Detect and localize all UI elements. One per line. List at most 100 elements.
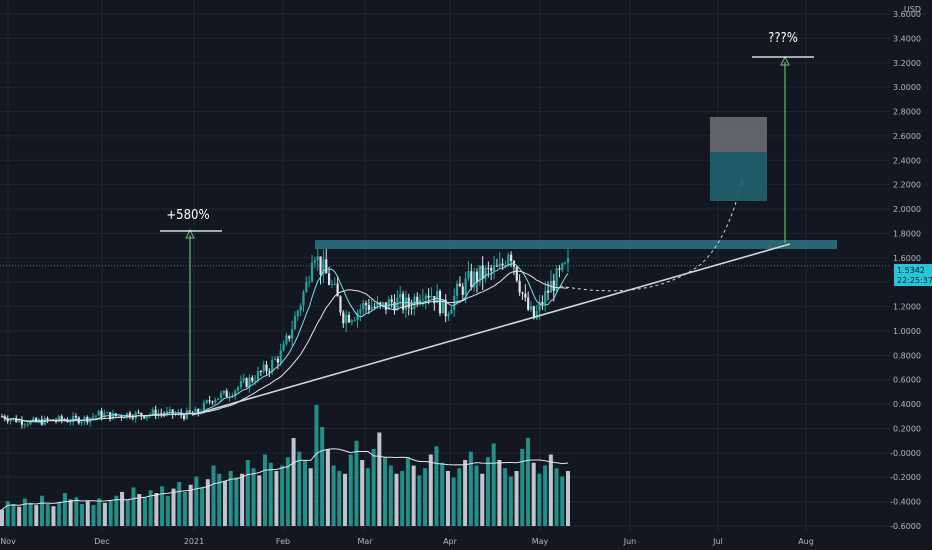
candle-body <box>191 412 194 414</box>
volume-bar <box>148 490 153 526</box>
candle-body <box>447 313 450 317</box>
candle-body <box>566 258 570 263</box>
candle-body <box>154 409 157 417</box>
volume-bar <box>308 468 313 526</box>
candle-body <box>194 409 197 414</box>
current-price-value: 1.5342 <box>897 266 925 275</box>
y-tick-label: 2.6000 <box>893 132 921 141</box>
candle-body <box>544 290 547 305</box>
volume-bar <box>97 498 102 526</box>
candle-body <box>529 306 533 310</box>
volume-bar <box>0 509 4 526</box>
price-axis[interactable]: USD 3.6000 3.4000 3.2000 3.0000 2.8000 2.6000… <box>890 5 921 531</box>
y-tick-label: 0.2000 <box>893 424 921 433</box>
current-price-tag: 1.5342 22:25:37 <box>894 264 932 286</box>
y-tick-label: 0.6000 <box>893 376 921 385</box>
candle-body <box>103 413 106 418</box>
volume-bar <box>85 501 90 526</box>
candle-body <box>504 265 507 267</box>
stop-zone-box[interactable] <box>710 117 767 152</box>
candle-body <box>9 419 12 422</box>
candle-body <box>305 281 308 293</box>
candle-body <box>367 304 371 310</box>
volume-bar <box>463 460 468 526</box>
candle-body <box>495 265 498 267</box>
candle-body <box>336 283 339 297</box>
candle-body <box>345 314 348 324</box>
volume-bar <box>445 471 450 526</box>
candle-body <box>424 295 427 300</box>
candle-body <box>46 418 49 421</box>
candle-body <box>60 416 63 420</box>
candle-body <box>69 421 72 423</box>
volume-bar <box>365 468 370 526</box>
time-axis[interactable]: Nov Dec 2021 Feb Mar Apr May Jun Jul Aug <box>0 537 814 546</box>
candle-body <box>134 412 137 419</box>
candle-body <box>473 271 476 288</box>
candle-body <box>251 377 254 382</box>
volume-bar <box>137 494 142 526</box>
volume-bar <box>194 476 199 526</box>
candle-body <box>236 387 240 391</box>
target-zone-box[interactable] <box>710 152 767 201</box>
y-tick-label: 3.2000 <box>893 59 921 68</box>
moving-average-fast <box>1 263 569 423</box>
resistance-zone[interactable] <box>315 240 837 249</box>
candle-body <box>254 380 257 382</box>
volume-bar <box>240 473 245 526</box>
volume-bar <box>354 440 359 526</box>
candle-body <box>350 320 353 323</box>
candle-body <box>353 320 356 322</box>
candle-body <box>458 283 462 287</box>
candle-body <box>106 412 109 414</box>
candle-body <box>455 283 459 296</box>
volume-bar <box>497 460 502 526</box>
candle-body <box>256 370 260 381</box>
volume-bar <box>17 506 22 526</box>
volume-bar <box>114 495 119 526</box>
candle-body <box>339 296 342 313</box>
x-tick-label: Aug <box>798 537 814 546</box>
volume-bar <box>182 491 187 526</box>
candle-body <box>518 280 521 293</box>
candle-body <box>401 293 405 310</box>
candle-body <box>467 271 470 279</box>
x-tick-label: May <box>532 537 549 546</box>
candle-body <box>441 299 444 314</box>
candle-body <box>364 303 368 305</box>
ascending-trendline[interactable] <box>191 243 791 416</box>
candle-body <box>20 419 24 425</box>
volume-bar <box>451 477 456 526</box>
volume-bar <box>45 504 50 526</box>
candle-body <box>219 393 223 399</box>
candle-body <box>342 312 345 324</box>
candle-body <box>276 358 279 363</box>
candle-body <box>94 415 97 417</box>
past-gain-label: +580% <box>166 208 209 223</box>
volume-bar <box>337 471 342 526</box>
candle-body <box>487 267 490 269</box>
y-tick-label: 1.2000 <box>893 303 921 312</box>
candle-body <box>399 293 402 298</box>
candle-body <box>17 419 21 423</box>
candle-body <box>248 377 251 387</box>
volume-bar <box>108 500 113 526</box>
candle-body <box>436 290 439 304</box>
volume-bar <box>274 471 279 526</box>
candle-body <box>234 390 237 396</box>
candle-body <box>327 273 331 285</box>
candle-body <box>296 310 299 317</box>
past-move-arrow-head <box>185 228 195 239</box>
candle-body <box>416 296 419 304</box>
candle-body <box>501 263 504 266</box>
y-tick-label: 3.6000 <box>893 10 921 19</box>
volume-bar <box>371 449 376 526</box>
candle-body <box>145 415 149 419</box>
volume-bar <box>440 462 445 526</box>
candle-body <box>239 380 243 388</box>
volume-bar <box>434 446 439 526</box>
candle-body <box>299 305 302 311</box>
volume-bar <box>411 465 416 526</box>
candle-body <box>379 302 382 305</box>
